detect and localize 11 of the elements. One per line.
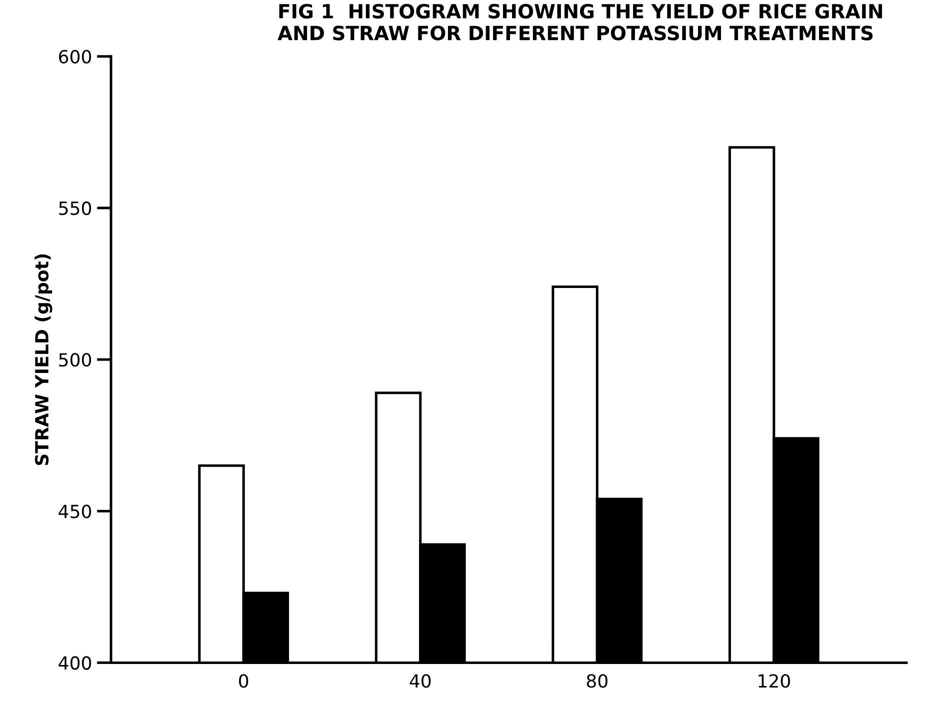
y-axis-title: STRAW YIELD (g/pot) (34, 254, 52, 465)
x-tick-label: 120 (758, 674, 790, 688)
y-tick-label: 450 (58, 504, 92, 518)
y-tick-label: 550 (59, 201, 92, 216)
x-tick-label: 80 (586, 674, 608, 688)
y-tick-label: 500 (59, 353, 92, 367)
y-tick-label: 400 (58, 656, 92, 670)
x-tick-label: 0 (239, 674, 248, 688)
y-tick-label: 600 (59, 50, 92, 64)
x-tick-label: 40 (410, 674, 431, 688)
chart-title: FIG 1 HISTOGRAM SHOWING THE YIELD OF RICE GRAIN AND STRAW FOR DIFFERENT POTASSIUM TREATMENTS (278, 4, 882, 40)
